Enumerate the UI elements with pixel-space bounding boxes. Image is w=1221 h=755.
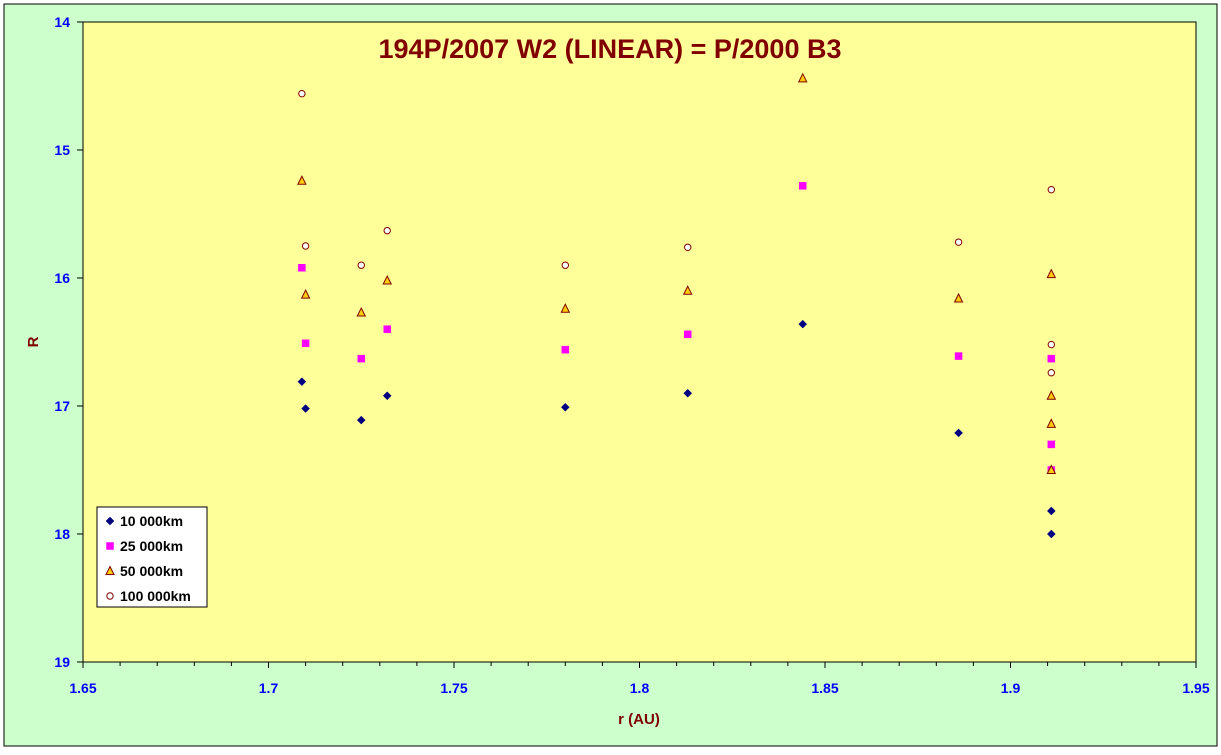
y-tick-label: 14 bbox=[54, 14, 70, 30]
x-tick-label: 1.9 bbox=[1001, 680, 1021, 696]
legend-marker bbox=[106, 592, 114, 600]
y-tick-label: 15 bbox=[54, 142, 70, 158]
legend-label: 50 000km bbox=[120, 563, 183, 579]
data-point-triangle bbox=[560, 303, 571, 313]
data-point-triangle bbox=[1046, 464, 1057, 474]
data-point-square bbox=[1047, 440, 1056, 449]
x-axis: 1.65 1.7 1.75 1.8 1.85 1.9 1.95 bbox=[69, 662, 1210, 696]
data-point-diamond bbox=[798, 319, 808, 329]
data-point-triangle bbox=[300, 289, 311, 299]
series-50-000km bbox=[297, 72, 1057, 474]
x-tick-label: 1.85 bbox=[811, 680, 838, 696]
legend-label: 100 000km bbox=[120, 588, 191, 604]
data-point-diamond bbox=[560, 402, 570, 412]
data-point-circle bbox=[301, 242, 310, 250]
legend-label: 25 000km bbox=[120, 538, 183, 554]
data-point-circle bbox=[383, 226, 391, 235]
data-point-triangle bbox=[297, 175, 307, 185]
data-point-circle bbox=[954, 238, 963, 246]
plot-area bbox=[82, 21, 1197, 663]
y-tick-label: 17 bbox=[54, 398, 70, 414]
data-point-diamond bbox=[1046, 529, 1056, 539]
series-10-000km bbox=[297, 319, 1056, 539]
x-tick-label: 1.75 bbox=[440, 680, 467, 696]
data-point-diamond bbox=[356, 415, 366, 425]
data-point-triangle bbox=[797, 72, 808, 83]
data-point-diamond bbox=[954, 428, 963, 438]
y-tick-label: 19 bbox=[54, 654, 70, 670]
y-tick-label: 18 bbox=[54, 526, 70, 542]
data-point-circle bbox=[1047, 185, 1056, 194]
data-point-triangle bbox=[1046, 268, 1057, 279]
chart-title: 194P/2007 W2 (LINEAR) = P/2000 B3 bbox=[379, 34, 842, 64]
legend-marker bbox=[106, 542, 114, 550]
data-point-circle bbox=[298, 89, 306, 98]
data-point-diamond bbox=[301, 404, 310, 413]
legend-box bbox=[96, 506, 208, 608]
x-tick-label: 1.65 bbox=[69, 680, 96, 696]
data-point-triangle bbox=[1046, 418, 1057, 428]
x-tick-label: 1.8 bbox=[630, 680, 650, 696]
legend: 10 000km 25 000km 50 000km 100 000km bbox=[96, 506, 208, 608]
data-point-square bbox=[1047, 354, 1056, 363]
data-point-diamond bbox=[297, 377, 307, 387]
data-point-square bbox=[301, 339, 310, 348]
legend-marker bbox=[105, 516, 115, 526]
y-tick-label: 16 bbox=[54, 270, 70, 286]
data-point-square bbox=[798, 182, 807, 190]
data-point-square bbox=[298, 264, 306, 272]
data-point-square bbox=[357, 354, 365, 363]
x-tick-label: 1.7 bbox=[259, 680, 279, 696]
y-axis-title: R bbox=[25, 336, 42, 347]
data-point-circle bbox=[1047, 340, 1056, 349]
data-points bbox=[297, 72, 1057, 539]
data-point-circle bbox=[357, 261, 365, 269]
data-point-square bbox=[954, 352, 963, 360]
data-point-triangle bbox=[356, 306, 367, 317]
data-point-square bbox=[683, 330, 692, 339]
x-tick-label: 1.95 bbox=[1182, 680, 1209, 696]
y-axis: 14 15 16 17 18 19 bbox=[54, 14, 83, 670]
data-point-diamond bbox=[382, 391, 392, 401]
data-point-triangle bbox=[953, 292, 964, 303]
data-point-triangle bbox=[682, 285, 693, 295]
data-point-triangle bbox=[382, 274, 393, 285]
data-point-circle bbox=[1047, 369, 1056, 377]
data-point-square bbox=[561, 345, 570, 354]
legend-marker bbox=[105, 565, 115, 575]
data-point-square bbox=[383, 325, 391, 333]
x-axis-title: r (AU) bbox=[618, 711, 660, 728]
legend-label: 10 000km bbox=[120, 513, 183, 529]
data-point-triangle bbox=[1046, 390, 1057, 400]
data-point-diamond bbox=[1046, 506, 1056, 516]
data-point-circle bbox=[684, 243, 692, 251]
data-point-diamond bbox=[683, 388, 693, 398]
series-100-000km bbox=[298, 89, 1056, 377]
data-point-circle bbox=[561, 261, 569, 269]
